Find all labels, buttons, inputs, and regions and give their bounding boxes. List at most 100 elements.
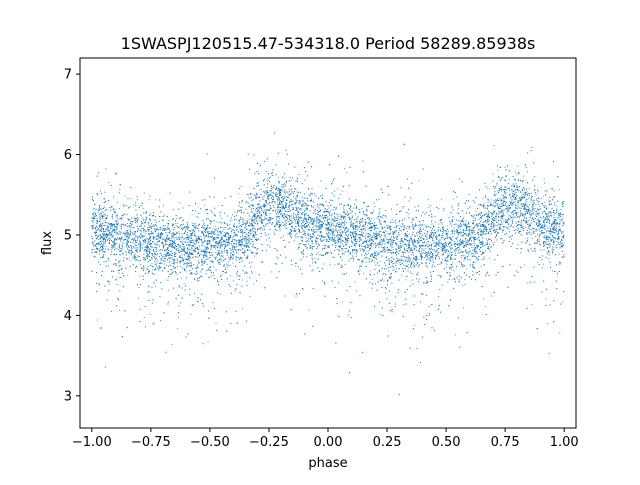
data-point (205, 243, 207, 245)
data-point (176, 258, 178, 260)
data-point (148, 218, 150, 220)
data-point (341, 235, 343, 237)
data-point (542, 195, 544, 197)
data-point (218, 212, 220, 214)
data-point (99, 217, 101, 219)
data-point (413, 259, 415, 260)
data-point (515, 213, 517, 215)
data-point (193, 243, 195, 245)
data-point (295, 199, 297, 201)
data-point (485, 196, 487, 198)
data-point (169, 242, 171, 244)
data-point (451, 230, 452, 232)
data-point (330, 251, 332, 253)
data-point (470, 232, 472, 234)
data-point (513, 217, 515, 219)
data-point (107, 234, 109, 236)
data-point (447, 225, 449, 227)
data-point (358, 223, 360, 225)
data-point (339, 218, 341, 220)
data-point (558, 223, 560, 225)
data-point (525, 226, 527, 228)
data-point (133, 251, 135, 253)
data-point (407, 267, 409, 269)
data-point (385, 230, 387, 232)
data-point (520, 252, 522, 254)
data-point (552, 222, 554, 224)
data-point (473, 228, 475, 230)
data-point (519, 199, 521, 201)
data-point (142, 217, 144, 219)
data-point (301, 251, 303, 253)
data-point (476, 215, 477, 217)
data-point (356, 251, 357, 253)
data-point (530, 222, 532, 224)
data-point (510, 203, 512, 204)
data-point (165, 244, 167, 245)
data-point (225, 235, 227, 237)
data-point (552, 252, 553, 254)
data-point (216, 221, 218, 223)
data-point (341, 301, 343, 303)
data-point (302, 225, 304, 227)
data-point (224, 232, 226, 234)
data-point (548, 258, 550, 259)
data-point (231, 245, 233, 247)
data-point (554, 225, 556, 227)
data-points-layer (91, 132, 565, 395)
data-point (407, 230, 408, 232)
data-point (555, 220, 557, 222)
data-point (418, 180, 420, 182)
data-point (528, 225, 529, 227)
data-point (223, 264, 225, 266)
data-point (312, 207, 314, 209)
data-point (310, 235, 312, 237)
data-point (373, 225, 375, 227)
data-point (496, 229, 497, 231)
data-point (201, 269, 203, 271)
data-point (101, 249, 103, 251)
data-point (145, 247, 147, 249)
data-point (320, 227, 322, 229)
data-point (449, 253, 451, 255)
data-point (511, 218, 513, 220)
data-point (130, 221, 132, 223)
data-point (424, 224, 426, 226)
data-point (508, 210, 510, 212)
data-point (172, 235, 174, 236)
data-point (336, 236, 338, 237)
data-point (305, 217, 307, 219)
data-point (322, 244, 324, 246)
data-point (472, 250, 473, 252)
data-point (374, 227, 375, 229)
data-point (358, 246, 360, 247)
data-point (441, 248, 443, 250)
data-point (538, 234, 540, 236)
data-point (549, 214, 551, 216)
data-point (134, 253, 136, 255)
data-point (544, 234, 546, 236)
data-point (331, 180, 333, 182)
data-point (452, 232, 454, 234)
data-point (267, 195, 268, 197)
data-point (322, 203, 324, 205)
data-point (375, 245, 377, 247)
data-point (341, 250, 343, 252)
data-point (355, 245, 356, 247)
data-point (523, 194, 525, 196)
data-point (251, 270, 252, 272)
data-point (368, 222, 370, 224)
data-point (145, 233, 147, 235)
data-point (92, 222, 94, 224)
data-point (361, 263, 363, 265)
data-point (506, 210, 508, 212)
data-point (316, 218, 318, 220)
data-point (99, 257, 101, 259)
data-point (408, 242, 410, 244)
data-point (265, 249, 267, 251)
data-point (293, 213, 295, 214)
data-point (308, 247, 310, 249)
data-point (558, 189, 560, 191)
data-point (223, 239, 225, 241)
